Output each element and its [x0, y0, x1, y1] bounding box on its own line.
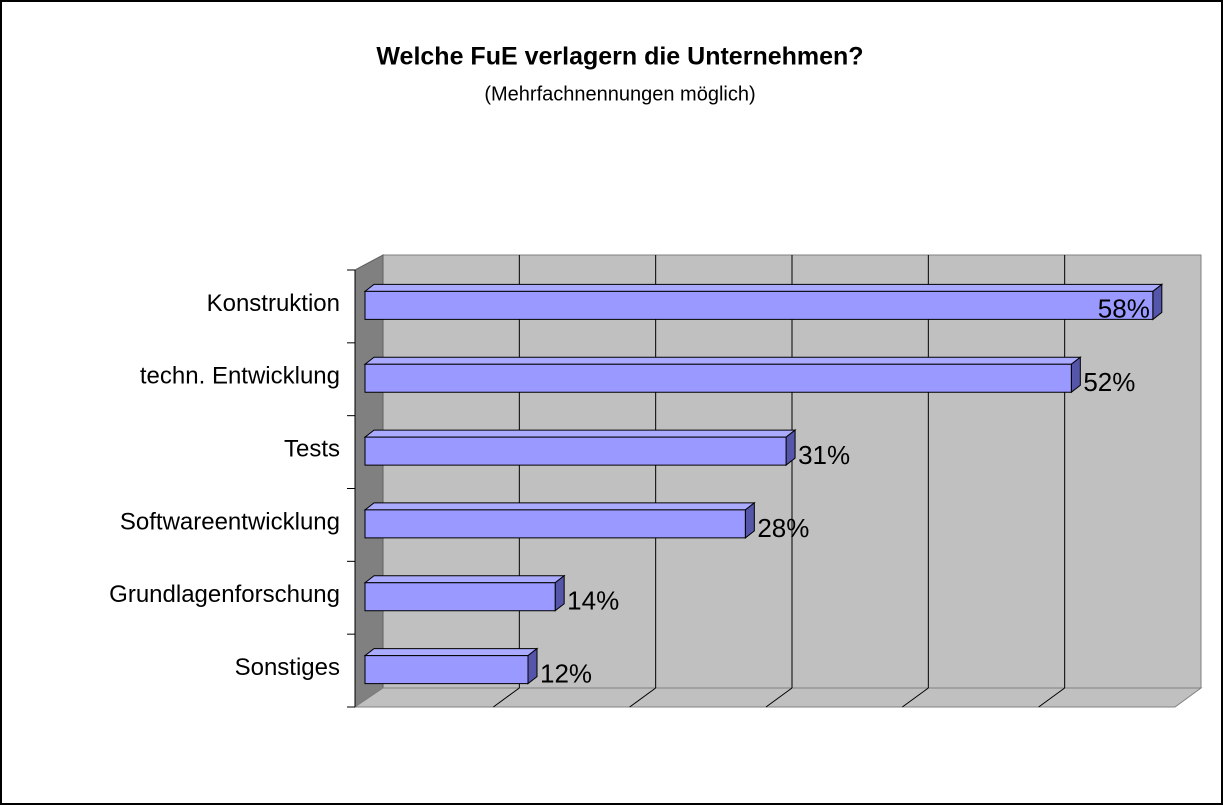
floor-grid-line	[629, 687, 656, 708]
floor	[353, 687, 1203, 708]
data-label: 14%	[567, 586, 619, 616]
bar-top	[363, 575, 566, 584]
bar-front	[364, 290, 1154, 320]
bar-top	[363, 502, 756, 511]
bar	[363, 429, 797, 467]
bar-front	[364, 509, 746, 539]
bar-top	[363, 356, 1082, 365]
y-tick-label: techn. Entwicklung	[140, 363, 340, 390]
y-tick-label: Sonstiges	[235, 654, 340, 681]
floor-grid-line	[765, 687, 793, 708]
y-tick-label: Grundlagenforschung	[109, 581, 340, 608]
bar-front	[364, 363, 1072, 393]
chart-subtitle: (Mehrfachnennungen möglich)	[484, 83, 755, 105]
data-label: 28%	[757, 513, 809, 543]
floor-grid-line	[493, 687, 520, 708]
data-label: 52%	[1083, 367, 1135, 397]
y-tick-label: Tests	[284, 435, 340, 462]
floor-grid-line	[1038, 687, 1065, 708]
y-tick-label: Konstruktion	[207, 290, 340, 317]
bar-top	[363, 648, 539, 657]
y-tick-label: Softwareentwicklung	[120, 508, 340, 535]
chart-title: Welche FuE verlagern die Unternehmen?	[376, 43, 863, 71]
bar	[363, 356, 1082, 394]
bar	[363, 283, 1164, 321]
bar-front	[364, 655, 529, 685]
bar	[363, 647, 539, 685]
side-wall	[354, 254, 384, 708]
data-label: 58%	[1098, 293, 1150, 323]
data-label: 31%	[798, 440, 850, 470]
bar	[363, 574, 566, 612]
bar	[363, 501, 756, 539]
floor-grid-line	[902, 687, 929, 708]
data-label: 12%	[540, 658, 592, 688]
bar-front	[364, 436, 787, 466]
bar-top	[363, 429, 797, 438]
bar-front	[364, 582, 556, 612]
bar-top	[363, 283, 1164, 292]
